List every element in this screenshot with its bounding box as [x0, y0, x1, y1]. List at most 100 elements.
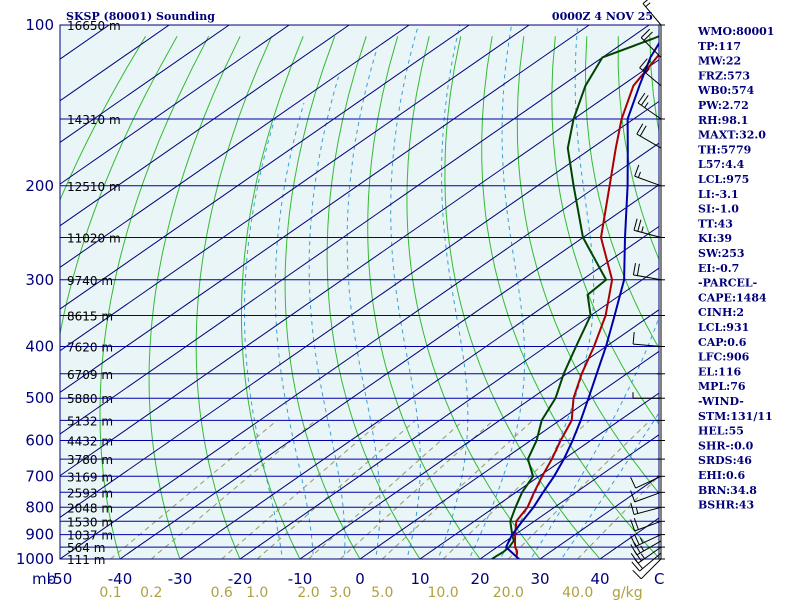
wind-barb-feather: [630, 553, 639, 564]
mixing-ratio-line: [507, 420, 651, 559]
wind-barb-shaft: [634, 491, 662, 503]
temperature-tick-label: -10: [288, 570, 313, 588]
dewpoint-trace: [491, 35, 659, 559]
wind-barb: [633, 218, 662, 238]
temperature-tick-label: 40: [590, 570, 609, 588]
wind-barb: [630, 518, 662, 532]
temperature-axis-labels: -50 -40 -30 -20 -10 0 10 20 30 40: [48, 570, 610, 588]
wind-barb-feather: [633, 533, 640, 545]
mixing-ratio-labels: 0.1 0.2 0.6 1.0 2.0 3.0 5.0 10.0 20.0 40.0: [99, 585, 593, 600]
index-entry: STM:131/11: [698, 410, 773, 423]
isotherm-line: [419, 392, 659, 559]
temperature-tick-label: -40: [108, 570, 133, 588]
index-entry: KI:39: [698, 232, 732, 245]
wind-barb-feather: [630, 490, 636, 503]
wind-barb: [639, 58, 662, 87]
plot-background: [60, 25, 659, 559]
wind-barb-feather: [639, 58, 648, 69]
dry-adiabat-line: [241, 36, 304, 559]
pressure-tick-label: 600: [25, 432, 54, 450]
wind-barb-shaft: [633, 229, 662, 238]
wind-barb-feather: [639, 537, 644, 544]
index-entry: BRN:34.8: [698, 484, 757, 497]
mixing-ratio-tick-label: 5.0: [371, 585, 393, 600]
height-label: 8615 m: [67, 310, 113, 324]
plot-frame: [59, 24, 660, 560]
mixing-ratio-tick-label: 1.0: [246, 585, 268, 600]
index-entry: SHR-:0.0: [698, 439, 754, 452]
height-label: 5880 m: [67, 392, 113, 406]
wind-barb-shaft: [636, 133, 662, 149]
moist-adiabat-line: [346, 46, 381, 559]
wind-barb: [630, 540, 662, 556]
pressure-tick-label: 300: [25, 271, 54, 289]
wind-barb-shaft: [635, 534, 662, 547]
mixing-ratio-line: [339, 420, 494, 559]
wind-barb-feather: [637, 171, 641, 178]
height-label: 14310 m: [67, 113, 121, 127]
thermo-grid: [60, 25, 659, 559]
wind-barb-shaft: [640, 37, 662, 58]
isotherm-line: [60, 142, 659, 559]
isotherm-line: [299, 309, 659, 559]
mixing-ratio-line: [577, 475, 659, 559]
wind-barb-feather: [633, 218, 638, 231]
index-entry: EI:-0.7: [698, 262, 739, 275]
wind-barb-feather: [634, 164, 640, 177]
wind-barb-feather: [643, 31, 653, 41]
wind-barb: [632, 392, 661, 399]
wind-barb: [640, 28, 662, 58]
dry-adiabat-line: [584, 36, 659, 350]
index-entry: PW:2.72: [698, 99, 749, 112]
wind-barb-feather: [630, 535, 637, 547]
height-label: 7620 m: [67, 341, 113, 355]
wind-barb-feather: [636, 263, 640, 276]
wind-barb-feather: [637, 219, 642, 232]
wind-barb-feather: [639, 125, 647, 137]
height-label: 5132 m: [67, 414, 113, 428]
wind-barb-shaft: [633, 274, 662, 281]
parcel-trace: [504, 42, 659, 559]
temperature-tick-label: -50: [48, 570, 73, 588]
pressure-tick-label: 500: [25, 389, 54, 407]
index-entry: LFC:906: [698, 351, 750, 364]
index-entry: -WIND-: [698, 395, 744, 408]
pressure-tick-label: 900: [25, 526, 54, 544]
index-entry: CINH:2: [698, 306, 744, 319]
wind-barb: [637, 92, 662, 120]
wind-barb-shaft: [633, 506, 662, 515]
dry-adiabat-line: [284, 36, 361, 559]
wind-barb: [642, 0, 662, 26]
dry-adiabat-line: [367, 36, 481, 559]
wind-barb-feather: [640, 545, 645, 552]
index-entry: MPL:76: [698, 380, 746, 393]
isotherm-line: [60, 25, 350, 227]
index-entry: WMO:80001: [697, 25, 774, 38]
mixing-ratio-tick-label: 40.0: [562, 585, 593, 600]
mixing-ratio-tick-label: 0.2: [140, 585, 162, 600]
wind-barb-feather: [632, 332, 635, 345]
isotherm-line: [239, 267, 659, 559]
wind-barb-feather: [642, 0, 649, 4]
temperature-unit-label: C: [654, 570, 664, 588]
pressure-unit-label: mb: [32, 570, 56, 588]
wind-barb-feather: [645, 2, 651, 7]
mixing-ratio-tick-label: 0.6: [211, 585, 233, 600]
dry-adiabat-line: [481, 36, 659, 559]
wind-barb: [636, 123, 662, 149]
pressure-tick-label: 800: [25, 498, 54, 516]
wind-barb-feather: [644, 102, 649, 108]
wind-barb: [630, 533, 662, 547]
mixing-ratio-tick-label: 3.0: [329, 585, 351, 600]
mixing-ratio-line: [256, 420, 416, 559]
pressure-tick-label: 700: [25, 467, 54, 485]
wind-barb-feather: [630, 476, 637, 489]
height-label: 4432 m: [67, 435, 113, 449]
index-entry: TP:117: [698, 40, 741, 53]
index-entry: SI:-1.0: [698, 203, 739, 216]
pressure-axis-labels: 100 200 300 400 500 600 700 800 900 1000: [16, 16, 54, 568]
height-label: 3780 m: [67, 453, 113, 467]
height-label: 1037 m: [67, 529, 113, 543]
wind-barb: [630, 490, 662, 503]
wind-barb-shaft: [640, 558, 662, 580]
